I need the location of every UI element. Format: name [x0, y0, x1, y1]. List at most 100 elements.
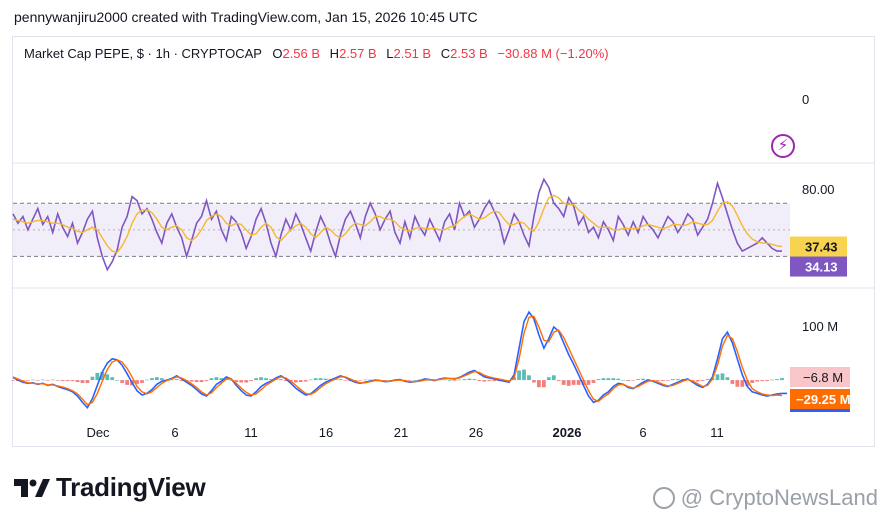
macd-histogram-bar	[145, 379, 149, 381]
x-axis-tick-label: Dec	[86, 425, 110, 440]
macd-signal-value: −29.25 M	[796, 392, 851, 407]
macd-signal-badge	[790, 389, 850, 409]
macd-histogram-bar	[765, 380, 769, 382]
price-tick-label: 0	[802, 92, 809, 107]
macd-histogram-bar	[194, 380, 199, 383]
macd-histogram-bar	[561, 380, 566, 385]
macd-histogram-bar	[780, 378, 784, 381]
chart-frame[interactable]	[12, 36, 875, 447]
rsi-band	[13, 203, 790, 257]
macd-histogram-bar	[358, 380, 363, 381]
legend-close-value: 2.53 B	[450, 46, 488, 61]
macd-histogram-bar	[204, 380, 209, 382]
macd-histogram-bar	[482, 380, 487, 382]
macd-histogram-bar	[641, 378, 645, 381]
legend-change: −30.88 M (−1.20%)	[497, 46, 609, 61]
macd-histogram-bar	[150, 378, 154, 381]
macd-histogram-bar	[35, 380, 40, 381]
macd-histogram-bar	[234, 380, 239, 383]
macd-histogram-bar	[169, 379, 174, 381]
macd-histogram-bar	[715, 374, 720, 381]
legend-title: Market Cap PEPE, $ · 1h · CRYPTOCAP	[24, 46, 262, 61]
macd-histogram-bar	[100, 371, 105, 381]
legend-low-value: 2.51 B	[393, 46, 432, 61]
macd-histogram-bar	[447, 380, 452, 381]
macd-histogram-value: −6.8 M	[803, 370, 843, 385]
macd-histogram-bar	[209, 378, 214, 381]
macd-histogram-bar	[269, 379, 273, 381]
macd-histogram-bar	[611, 378, 616, 381]
x-axis-tick-label: 6	[639, 425, 646, 440]
macd-histogram-bar	[576, 380, 581, 385]
macd-histogram-bar	[199, 380, 204, 383]
chart-legend: Market Cap PEPE, $ · 1h · CRYPTOCAP O2.5…	[24, 46, 609, 61]
macd-histogram-bar	[537, 380, 541, 388]
macd-histogram-bar	[457, 379, 462, 381]
macd-histogram-bar	[601, 378, 606, 381]
macd-histogram-bar	[279, 379, 283, 381]
macd-histogram-bar	[368, 379, 373, 381]
macd-histogram-bar	[338, 379, 343, 381]
tradingview-logo-icon	[14, 478, 50, 497]
macd-histogram-bar	[730, 380, 735, 384]
macd-histogram-bar	[666, 380, 670, 381]
macd-histogram-bar	[55, 380, 60, 381]
macd-histogram-bar	[606, 378, 611, 381]
macd-histogram-bar	[323, 378, 328, 381]
macd-histogram-bar	[522, 369, 526, 381]
macd-histogram-bar	[735, 380, 740, 387]
macd-histogram-bar	[363, 379, 368, 381]
macd-signal-line	[12, 315, 783, 406]
macd-histogram-bar	[462, 379, 467, 381]
x-axis-tick-label: 21	[394, 425, 408, 440]
macd-histogram-bar	[65, 380, 70, 382]
macd-histogram-bar	[318, 378, 323, 381]
macd-histogram-bar	[75, 380, 80, 383]
macd-histogram-bar	[591, 380, 596, 383]
macd-histogram-bar	[636, 379, 641, 381]
macd-histogram-bar	[26, 380, 30, 381]
macd-histogram-bar	[452, 380, 457, 381]
macd-histogram-bar	[11, 380, 15, 381]
macd-histogram-bar	[174, 379, 179, 381]
rsi-tick-label: 80.00	[802, 182, 835, 197]
watermark: @ CryptoNewsLand	[652, 485, 878, 511]
macd-histogram-bar	[467, 378, 472, 381]
macd-histogram-bar	[154, 377, 159, 381]
macd-histogram-bar	[760, 380, 765, 382]
macd-histogram-bar	[140, 380, 144, 383]
macd-histogram-bar	[229, 380, 234, 381]
flash-icon[interactable]: ⚡	[771, 134, 795, 158]
x-axis-tick-label: 2026	[553, 425, 582, 440]
macd-histogram-bar	[254, 378, 258, 381]
macd-histogram-bar	[571, 380, 576, 385]
macd-histogram-bar	[626, 380, 631, 382]
legend-open-value: 2.56 B	[282, 46, 321, 61]
macd-histogram-bar	[244, 380, 249, 383]
macd-histogram-bar	[541, 380, 546, 388]
macd-histogram-bar	[239, 380, 244, 383]
macd-tick-label: 100 M	[802, 319, 838, 334]
macd-histogram-bar	[219, 378, 224, 381]
macd-histogram-bar	[581, 380, 586, 385]
macd-histogram-bar	[249, 380, 254, 382]
macd-histogram-bar	[159, 378, 164, 381]
macd-histogram-bar	[745, 380, 750, 386]
x-axis-tick-label: 11	[244, 425, 258, 440]
x-axis-tick-label: 11	[710, 425, 724, 440]
macd-histogram-bar	[105, 374, 110, 381]
macd-histogram-bar	[656, 380, 660, 382]
macd-histogram-bar	[740, 380, 745, 387]
macd-histogram-bar	[487, 380, 492, 382]
macd-histogram-bar	[298, 380, 303, 383]
macd-histogram-bar	[551, 375, 556, 381]
legend-open-label: O	[272, 46, 283, 61]
macd-histogram-bar	[214, 377, 219, 381]
macd-histogram-bar	[45, 380, 50, 381]
macd-histogram-bar	[115, 380, 120, 381]
macd-histogram-bar	[556, 380, 561, 382]
macd-line	[12, 310, 787, 410]
rsi-ma-value: 37.43	[805, 240, 838, 255]
tradingview-logo[interactable]: TradingView	[14, 472, 206, 503]
